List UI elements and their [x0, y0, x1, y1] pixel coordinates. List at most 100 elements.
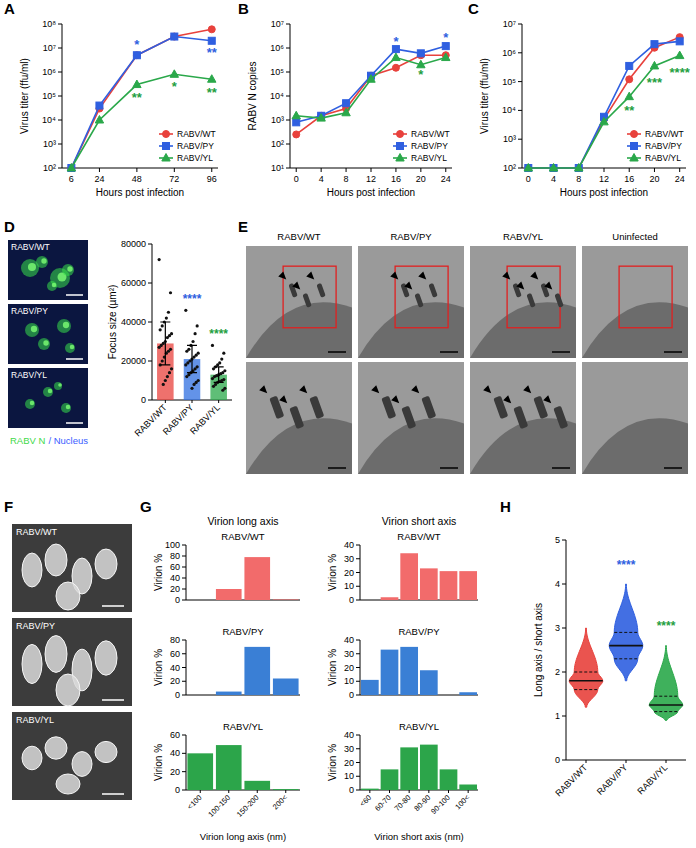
scale-bar [328, 467, 346, 469]
y-tick [182, 545, 186, 546]
cell-body [582, 418, 688, 474]
arrowhead [279, 395, 287, 403]
data-point [191, 340, 194, 343]
y-tick-label: 20 [170, 767, 180, 777]
virion [22, 746, 42, 770]
y-tick-label: 0 [175, 690, 180, 700]
significance: **** [183, 292, 202, 306]
plot-area [361, 647, 477, 695]
arrowhead [306, 272, 314, 280]
data-point [220, 357, 223, 360]
arrowhead [292, 282, 300, 290]
x-tick [371, 168, 372, 172]
data-point [161, 324, 164, 327]
column-header: Virion short axis [382, 515, 457, 527]
significance: ** [132, 90, 143, 105]
plot-area [67, 26, 216, 172]
y-tick-label: 3 [555, 623, 560, 633]
legend-marker [397, 131, 404, 138]
image-label: Uninfected [612, 231, 657, 242]
image-label: RABV/YL [11, 370, 47, 380]
zoom-box [283, 266, 336, 328]
virion [401, 406, 416, 429]
data-point [196, 324, 199, 327]
data-point [168, 371, 171, 374]
data-point [162, 383, 165, 386]
micrograph [8, 304, 88, 364]
image-label: RABV/PY [11, 306, 48, 316]
y-tick-label: 10⁶ [42, 67, 56, 77]
x-tick-label: 16 [624, 174, 634, 184]
legend-label: RABV/WT [645, 129, 684, 139]
bar [273, 789, 299, 790]
data-point [159, 328, 162, 331]
y-tick-label: 10⁷ [43, 43, 56, 53]
scale-bar [440, 351, 458, 353]
data-point [171, 33, 178, 40]
y-tick-label: 40 [344, 635, 354, 645]
legend-label: RABV/YL [177, 153, 213, 163]
y-axis-label: Virus titer (ffu/ml) [19, 58, 30, 134]
arrowhead [544, 282, 552, 290]
y-tick [286, 24, 290, 25]
y-tick-label: 40 [170, 663, 180, 673]
infection-focus [31, 326, 37, 332]
legend-marker [162, 154, 170, 162]
infection-focus [66, 405, 71, 410]
y-axis-label: Virion % [153, 649, 164, 686]
em-image [582, 246, 688, 358]
x-tick [420, 168, 421, 172]
data-point [133, 52, 140, 59]
significance: * [172, 79, 178, 94]
data-point [392, 64, 399, 71]
x-tick-label: 8 [576, 174, 581, 184]
infection-focus [38, 338, 50, 350]
data-point [550, 165, 557, 172]
y-tick-label: 60 [170, 562, 180, 572]
data-point [166, 336, 169, 339]
em-image [246, 246, 352, 358]
y-tick [356, 653, 360, 654]
y-tick-label: 10⁴ [270, 91, 284, 101]
arrowhead [259, 385, 267, 393]
virion [45, 544, 67, 576]
y-axis [522, 24, 523, 168]
x-tick-label: 4 [319, 174, 324, 184]
infection-focus [65, 343, 75, 353]
y-tick [148, 361, 152, 362]
y-tick-label: 40 [170, 748, 180, 758]
virion [302, 293, 311, 308]
data-point [169, 291, 172, 294]
virion [414, 293, 423, 308]
em-image [12, 618, 132, 706]
panel-letter: A [4, 0, 15, 17]
y-tick-label: 10 [344, 676, 354, 686]
x-tick [296, 168, 297, 172]
scale-bar [552, 351, 570, 353]
y-tick [356, 667, 360, 668]
median-line [649, 704, 683, 706]
x-axis-label: Virion long axis (nm) [200, 831, 286, 842]
chart-title: RABV/PY [222, 626, 264, 637]
scale-bar [102, 699, 124, 701]
arrowhead [371, 385, 379, 393]
y-tick-label: 10¹ [271, 163, 284, 173]
virion [95, 641, 117, 675]
plot-area [187, 745, 298, 790]
bar [187, 753, 213, 790]
y-tick-label: 10 [344, 581, 354, 591]
image-label: RABV/YL [503, 231, 543, 242]
y-tick [182, 667, 186, 668]
infection-focus [48, 389, 53, 394]
data-point [95, 116, 103, 124]
data-point [166, 375, 169, 378]
y-tick [58, 168, 62, 169]
bar [187, 695, 213, 696]
x-tick [369, 790, 370, 793]
y-tick [182, 653, 186, 654]
virion [289, 406, 304, 429]
y-tick-label: 60 [170, 649, 180, 659]
x-tick [218, 400, 219, 403]
legend-label: RABV/PY [177, 141, 214, 151]
scale-bar [440, 467, 458, 469]
